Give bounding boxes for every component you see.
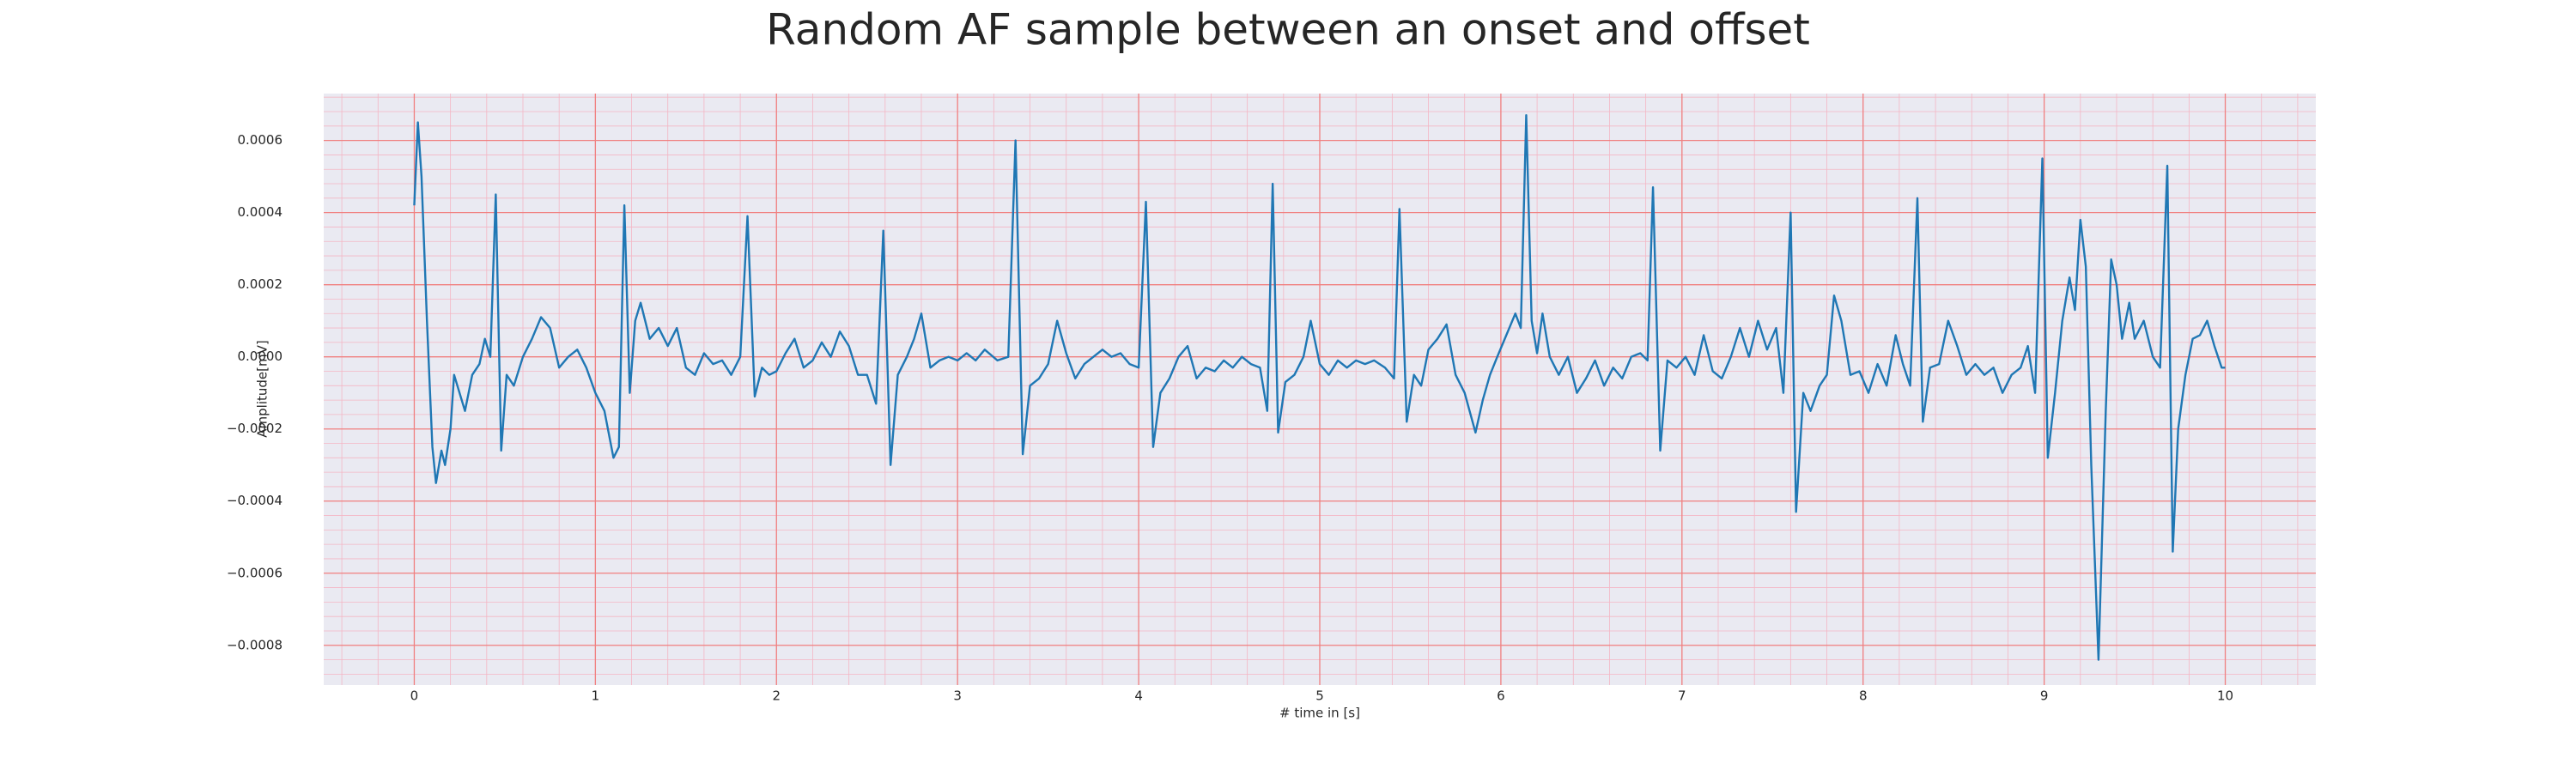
y-tick-label: 0.0002: [238, 276, 283, 292]
x-tick-label: 8: [1859, 688, 1868, 704]
x-tick-label: 2: [772, 688, 781, 704]
x-axis-label: # time in [s]: [1279, 706, 1360, 721]
y-axis-label: Amplitude[mV]: [255, 340, 270, 437]
x-tick-label: 10: [2217, 688, 2233, 704]
marks: [413, 114, 2226, 661]
y-tick-label: −0.0008: [227, 637, 283, 652]
x-tick-label: 3: [953, 688, 962, 704]
x-tick-label: 4: [1134, 688, 1143, 704]
x-tick-label: 6: [1497, 688, 1505, 704]
y-tick-label: −0.0004: [227, 493, 283, 508]
y-tick-label: −0.0002: [227, 421, 283, 436]
x-tick-label: 5: [1315, 688, 1324, 704]
x-tick-label: 9: [2040, 688, 2049, 704]
x-tick-label: 0: [410, 688, 419, 704]
y-tick-label: 0.0004: [238, 204, 283, 220]
y-tick-label: −0.0006: [227, 565, 283, 580]
y-tick-label: 0.0000: [238, 349, 283, 364]
chart-title: Random AF sample between an onset and of…: [766, 5, 1810, 55]
x-tick-label: 7: [1678, 688, 1686, 704]
grid: [324, 94, 2316, 685]
x-tick-label: 1: [592, 688, 600, 704]
y-tick-label: 0.0006: [238, 132, 283, 148]
signal-line: [413, 114, 2226, 661]
